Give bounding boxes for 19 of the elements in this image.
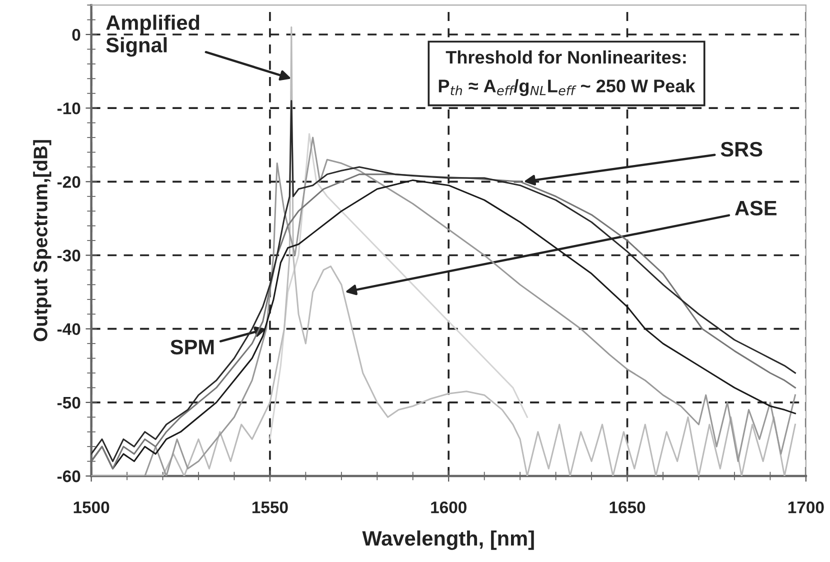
text: Threshold for Nonlinearites: P$_{th}$ ≈ A$_{eff}$/g$_{NL}$L$_{eff}$ ~ 250 W Peak [438, 50, 696, 96]
x-axis-title: Wavelength, [nm] [362, 530, 534, 550]
x-tick-label: 1500 [74, 501, 110, 514]
x-tick-label: 1700 [788, 501, 824, 514]
annotation: SPM [170, 340, 214, 354]
y-tick-label: -30 [57, 250, 80, 262]
y-tick-label: -50 [57, 396, 80, 409]
annotation: Amplified Signal [106, 14, 200, 57]
annotation: SRS [720, 142, 762, 157]
y-tick-label: -40 [57, 323, 80, 336]
y-tick-label: -20 [57, 176, 80, 188]
annotation: ASE [734, 200, 776, 216]
x-tick-label: 1550 [252, 501, 288, 514]
y-tick-label: 0 [72, 28, 80, 41]
x-tick-label: 1600 [431, 501, 466, 514]
y-tick-label: -60 [57, 470, 80, 482]
y-axis-title: Output Spectrum,[dB] [33, 140, 52, 342]
x-tick-label: 1650 [610, 501, 646, 514]
y-tick-label: -10 [57, 102, 80, 114]
